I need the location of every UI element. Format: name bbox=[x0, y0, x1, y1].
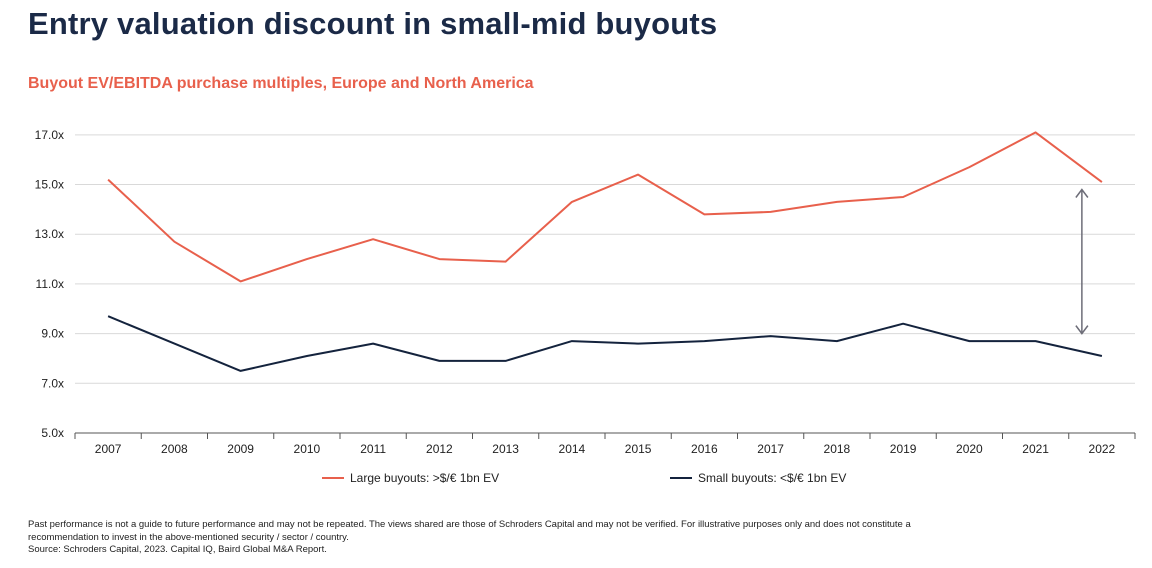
legend: Large buyouts: >$/€ 1bn EV Small buyouts:… bbox=[322, 471, 846, 485]
y-tick-label: 13.0x bbox=[35, 227, 64, 241]
small-buyouts-line bbox=[107, 315, 1103, 372]
y-tick-label: 9.0x bbox=[41, 327, 64, 341]
x-tick-label: 2022 bbox=[1089, 442, 1116, 456]
x-tick-label: 2007 bbox=[95, 442, 122, 456]
gap-arrow-head-bottom bbox=[1075, 325, 1089, 335]
x-tick-label: 2019 bbox=[890, 442, 917, 456]
annotations bbox=[1075, 188, 1089, 335]
x-tick-label: 2011 bbox=[360, 442, 386, 456]
x-tick-label: 2013 bbox=[492, 442, 519, 456]
legend-label: Small buyouts: <$/€ 1bn EV bbox=[698, 471, 846, 485]
footnote: Past performance is not a guide to futur… bbox=[28, 519, 1118, 557]
x-axis-ticks: 2007 2008 2009 2010 2011 2012 2013 2014 2015 2016… bbox=[74, 432, 1136, 456]
y-tick-label: 17.0x bbox=[35, 128, 64, 142]
x-tick-label: 2015 bbox=[625, 442, 652, 456]
source-note: Source: Schroders Capital, 2023. Capital… bbox=[28, 544, 327, 555]
y-tick-label: 11.0x bbox=[36, 277, 64, 291]
gap-arrow-head-top bbox=[1075, 188, 1089, 198]
x-tick-label: 2009 bbox=[227, 442, 254, 456]
legend-label: Large buyouts: >$/€ 1bn EV bbox=[350, 471, 499, 485]
x-tick-label: 2016 bbox=[691, 442, 718, 456]
disclaimer-line-1: Past performance is not a guide to futur… bbox=[28, 519, 911, 530]
series-lines bbox=[107, 131, 1103, 372]
x-tick-label: 2020 bbox=[956, 442, 983, 456]
page-title: Entry valuation discount in small-mid bu… bbox=[28, 6, 718, 41]
disclaimer-line-2: recommendation to invest in the above-me… bbox=[28, 531, 349, 543]
large-buyouts-line bbox=[107, 131, 1103, 283]
x-tick-label: 2021 bbox=[1022, 442, 1049, 456]
y-axis-ticks: 5.0x 7.0x 9.0x 11.0x 13.0x 15.0x 17.0x bbox=[35, 128, 64, 440]
x-tick-label: 2008 bbox=[161, 442, 188, 456]
y-tick-label: 7.0x bbox=[41, 376, 64, 390]
y-tick-label: 5.0x bbox=[41, 426, 64, 440]
x-tick-label: 2017 bbox=[757, 442, 784, 456]
chart-subtitle: Buyout EV/EBITDA purchase multiples, Eur… bbox=[28, 75, 534, 92]
x-tick-label: 2010 bbox=[294, 442, 321, 456]
x-tick-label: 2012 bbox=[426, 442, 453, 456]
gridlines bbox=[75, 134, 1135, 384]
x-tick-label: 2014 bbox=[559, 442, 586, 456]
x-tick-label: 2018 bbox=[824, 442, 851, 456]
y-tick-label: 15.0x bbox=[35, 178, 64, 192]
